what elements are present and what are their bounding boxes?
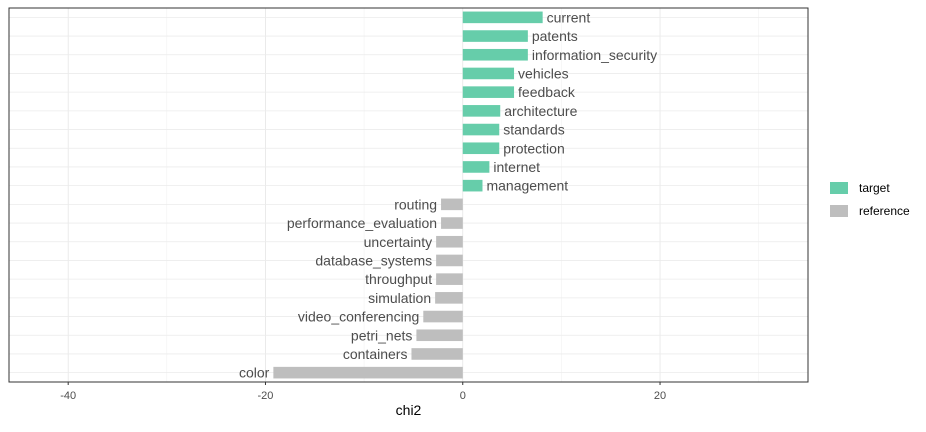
bar-internet <box>462 161 490 173</box>
bar-label-vehicles: vehicles <box>518 65 569 81</box>
bar-current <box>462 11 543 24</box>
bar-standards <box>462 123 500 136</box>
legend-item-target: target <box>830 176 910 199</box>
bar-management <box>462 179 483 192</box>
legend-item-reference: reference <box>830 199 910 222</box>
legend: target reference <box>830 176 910 222</box>
bar-performance_evaluation <box>441 217 463 229</box>
bar-protection <box>462 142 500 155</box>
bar-label-containers: containers <box>343 346 408 362</box>
bar-label-performance_evaluation: performance_evaluation <box>287 215 437 231</box>
bar-label-petri_nets: petri_nets <box>351 327 412 343</box>
bar-label-patents: patents <box>532 28 578 44</box>
legend-label-target: target <box>859 180 890 195</box>
plot-border <box>8 7 809 383</box>
legend-label-reference: reference <box>859 203 910 218</box>
bar-label-uncertainty: uncertainty <box>364 234 432 250</box>
bar-throughput <box>436 273 463 285</box>
plot-background <box>9 8 808 382</box>
bar-label-protection: protection <box>503 140 564 156</box>
bar-routing <box>441 198 463 211</box>
bar-color <box>273 366 463 379</box>
bar-label-routing: routing <box>394 196 437 212</box>
bar-patents <box>462 30 528 42</box>
bar-label-current: current <box>547 9 591 25</box>
bar-containers <box>411 348 463 360</box>
bar-information_security <box>462 48 528 61</box>
bar-label-management: management <box>486 178 568 194</box>
x-tick-label: 0 <box>460 390 466 402</box>
bar-label-architecture: architecture <box>504 103 577 119</box>
bar-petri_nets <box>416 329 463 342</box>
bar-video_conferencing <box>423 310 463 323</box>
bar-database_systems <box>436 254 463 267</box>
bar-label-information_security: information_security <box>532 47 657 63</box>
bar-label-feedback: feedback <box>518 84 576 100</box>
legend-key-target <box>830 181 848 194</box>
x-tick-label: -20 <box>258 390 274 402</box>
x-tick-label: -40 <box>60 390 76 402</box>
bar-label-internet: internet <box>493 159 540 175</box>
bar-architecture <box>462 105 501 117</box>
bar-label-simulation: simulation <box>368 290 431 306</box>
bar-label-video_conferencing: video_conferencing <box>298 309 419 325</box>
bar-simulation <box>435 292 463 304</box>
bar-label-database_systems: database_systems <box>315 252 432 268</box>
x-tick-label: 20 <box>654 390 666 402</box>
bar-vehicles <box>462 67 515 80</box>
x-axis-title: chi2 <box>396 402 422 418</box>
bar-label-standards: standards <box>503 122 564 138</box>
bar-uncertainty <box>436 235 463 248</box>
bar-feedback <box>462 86 515 98</box>
bar-label-throughput: throughput <box>365 271 432 287</box>
bar-label-color: color <box>239 365 270 381</box>
legend-key-reference <box>830 204 848 217</box>
